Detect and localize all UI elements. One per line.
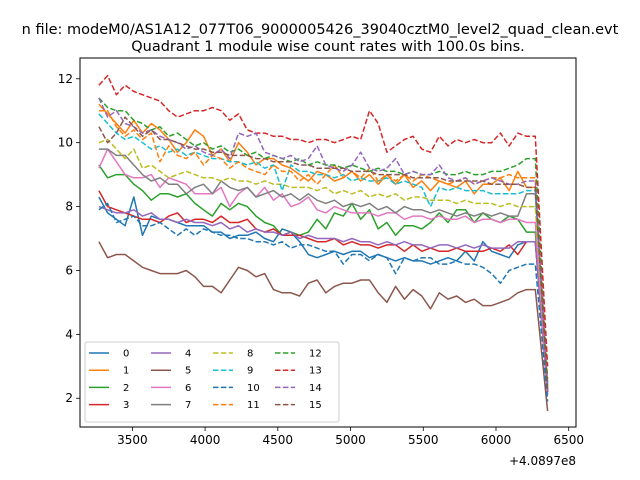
x-tick-label: 3500	[117, 433, 148, 447]
legend-label-14: 14	[309, 383, 322, 394]
series-line-12	[98, 97, 549, 383]
series-line-3	[98, 190, 549, 392]
y-tick-label: 8	[65, 200, 73, 214]
series-line-2	[98, 164, 549, 386]
legend-label-12: 12	[309, 349, 322, 360]
x-tick-label: 6000	[481, 433, 512, 447]
figure-suptitle: n file: modeM0/AS1A12_077T06_9000005426_…	[22, 22, 619, 38]
series-line-8	[98, 138, 549, 389]
y-tick-label: 2	[65, 391, 73, 405]
legend-label-0: 0	[123, 349, 129, 360]
legend-label-13: 13	[309, 366, 322, 377]
series-line-14	[98, 97, 549, 392]
series-line-13	[98, 74, 549, 367]
series-line-15	[98, 116, 549, 392]
y-tick-label: 12	[58, 72, 73, 86]
axes-frame	[79, 57, 577, 428]
chart-title: Quadrant 1 module wise count rates with …	[131, 39, 525, 55]
series-line-9	[98, 113, 549, 386]
legend-label-8: 8	[247, 349, 253, 360]
x-tick-label: 4500	[263, 433, 294, 447]
legend-label-15: 15	[309, 400, 322, 411]
legend-label-4: 4	[185, 349, 191, 360]
series-line-5	[98, 241, 549, 412]
series-line-4	[98, 205, 549, 396]
y-tick-label: 10	[58, 136, 73, 150]
legend-label-9: 9	[247, 366, 253, 377]
legend-label-7: 7	[185, 400, 191, 411]
legend-label-2: 2	[123, 383, 129, 394]
x-tick-label: 5000	[335, 433, 366, 447]
x-offset-label: +4.0897e8	[509, 454, 576, 468]
legend-label-6: 6	[185, 383, 191, 394]
series-line-6	[98, 148, 549, 392]
x-tick-label: 6500	[553, 433, 584, 447]
x-tick-label: 5500	[408, 433, 439, 447]
legend-label-3: 3	[123, 400, 129, 411]
series-line-7	[98, 148, 549, 389]
x-tick-label: 4000	[190, 433, 221, 447]
series-line-1	[98, 103, 549, 389]
legend-label-10: 10	[247, 383, 260, 394]
y-tick-label: 4	[65, 327, 73, 341]
series-line-10	[98, 202, 549, 402]
y-tick-label: 6	[65, 263, 73, 277]
legend-label-1: 1	[123, 366, 129, 377]
legend-label-11: 11	[247, 400, 260, 411]
series-layer	[98, 74, 549, 412]
legend-box	[84, 341, 340, 423]
legend-label-5: 5	[185, 366, 191, 377]
